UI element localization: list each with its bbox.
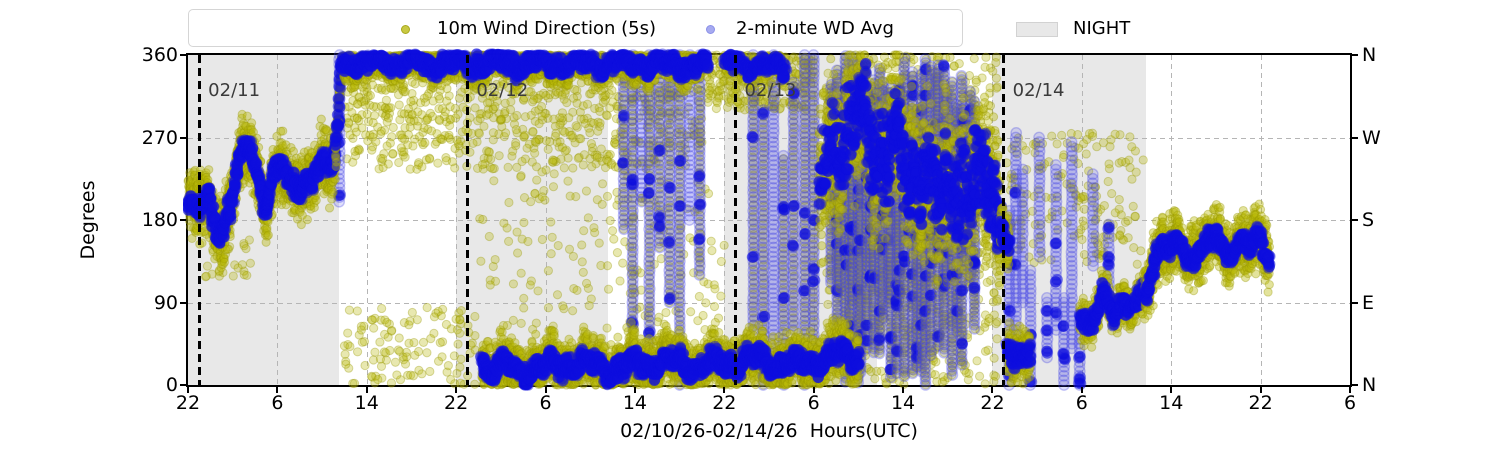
y-tick-label: 90 — [153, 291, 178, 314]
y-tick-label: 180 — [141, 209, 178, 231]
y-tick-label: 360 — [141, 44, 178, 66]
x-tick-label: 14 — [1159, 392, 1184, 414]
legend-label-wd5s: 10m Wind Direction (5s) — [437, 18, 657, 39]
compass-label: E — [1362, 291, 1375, 314]
scatter-canvas — [183, 45, 1355, 395]
legend-label-night: NIGHT — [1073, 18, 1131, 39]
x-tick-label: 22 — [175, 392, 201, 414]
x-tick-label: 22 — [444, 392, 469, 414]
y-axis-title: Degrees — [77, 180, 99, 260]
compass-label: W — [1362, 126, 1381, 149]
compass-label: S — [1362, 209, 1375, 231]
y-tick-label: 0 — [165, 374, 178, 396]
x-tick-label: 14 — [622, 392, 648, 414]
x-tick-label: 22 — [1248, 392, 1273, 414]
wd5s-marker-icon — [401, 25, 410, 34]
x-tick-label: 6 — [807, 392, 820, 414]
x-tick-label: 22 — [712, 392, 737, 414]
compass-label: N — [1362, 374, 1377, 396]
x-tick-label: 6 — [1343, 392, 1357, 414]
compass-label: N — [1362, 44, 1377, 66]
legend: 10m Wind Direction (5s) 2-minute WD Avg … — [188, 9, 1130, 47]
legend-label-wd2m: 2-minute WD Avg — [736, 18, 894, 39]
wd2m-marker-icon — [706, 25, 715, 34]
x-axis-title: 02/10/26-02/14/26 Hours(UTC) — [620, 420, 918, 442]
x-tick-label: 6 — [539, 392, 552, 414]
x-tick-label: 6 — [271, 392, 284, 414]
x-tick-label: 14 — [354, 392, 379, 414]
y-tick-label: 270 — [141, 126, 178, 149]
x-tick-label: 6 — [1075, 392, 1088, 414]
x-tick-label: 14 — [890, 392, 916, 414]
night-patch-icon — [1016, 22, 1058, 37]
x-tick-label: 22 — [980, 392, 1005, 414]
